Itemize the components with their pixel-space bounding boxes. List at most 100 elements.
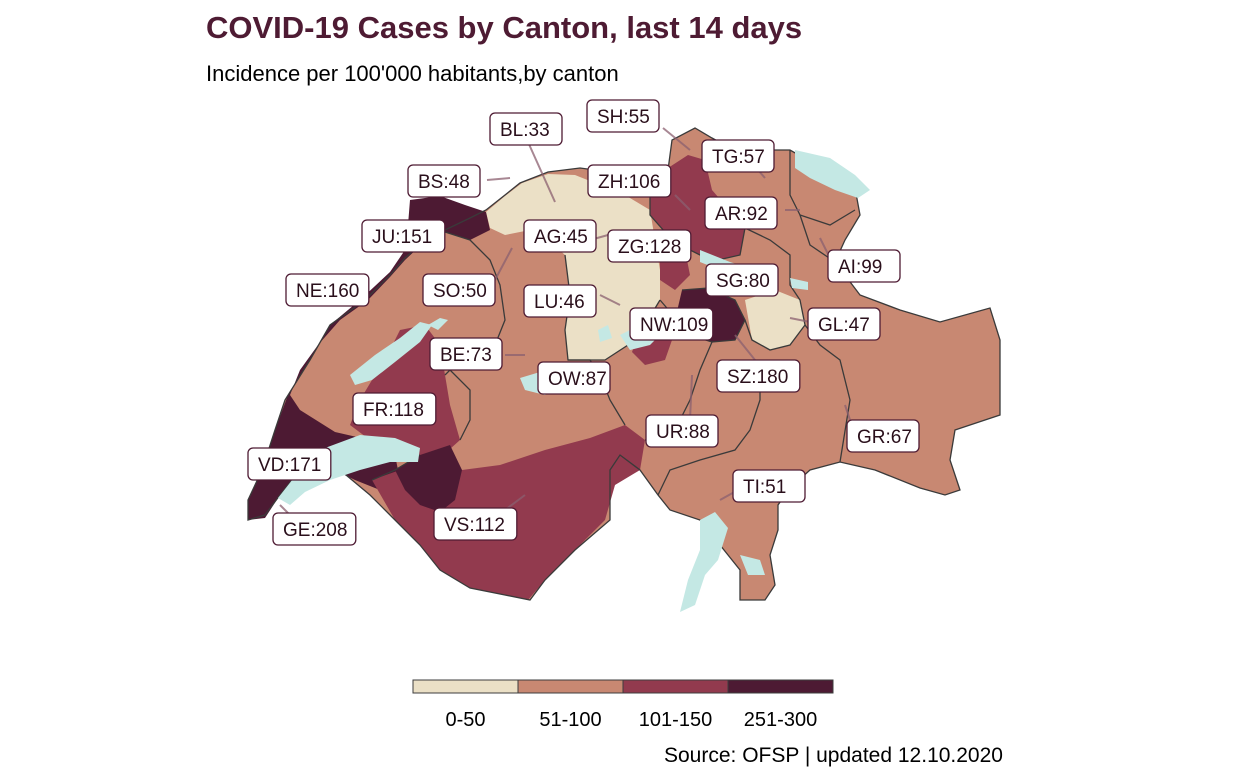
canton-label-ju: JU:151 bbox=[361, 219, 446, 253]
canton-label-box bbox=[607, 229, 692, 263]
canton-label-box bbox=[827, 249, 901, 283]
canton-label-text: AR:92 bbox=[715, 204, 768, 225]
canton-label-text: GE:208 bbox=[283, 520, 347, 541]
leader-sz bbox=[734, 334, 756, 361]
leader-gl bbox=[789, 317, 811, 323]
map-subtitle: Incidence per 100'000 habitants,by canto… bbox=[206, 61, 619, 86]
canton-label-box bbox=[537, 361, 611, 395]
canton-label-box bbox=[586, 99, 660, 133]
canton-label-text: AG:45 bbox=[534, 227, 588, 248]
canton-label-ai: AI:99 bbox=[827, 249, 901, 283]
canton-label-box bbox=[433, 507, 518, 541]
canton-label-ar: AR:92 bbox=[704, 196, 778, 230]
canton-label-bl: BL:33 bbox=[489, 112, 563, 146]
map-title: COVID-19 Cases by Canton, last 14 days bbox=[206, 10, 803, 45]
leader-ur bbox=[689, 374, 693, 421]
canton-label-zg: ZG:128 bbox=[607, 229, 692, 263]
lakes bbox=[278, 150, 870, 612]
lake-walen bbox=[790, 278, 808, 290]
leader-gr bbox=[844, 404, 851, 421]
canton-label-lu: LU:46 bbox=[523, 284, 597, 318]
canton-label-nw: NW:109 bbox=[629, 307, 714, 341]
canton-label-box bbox=[523, 219, 597, 253]
leader-lu bbox=[599, 294, 621, 306]
canton-regions bbox=[248, 128, 1000, 600]
canton-label-text: OW:87 bbox=[548, 369, 607, 390]
canton-label-text: NE:160 bbox=[296, 281, 359, 302]
canton-label-box bbox=[272, 512, 357, 546]
lake-geneva bbox=[278, 435, 420, 505]
canton-label-ti: TI:51 bbox=[732, 469, 806, 503]
canton-labels: BL:33 SH:55 TG:57 BS:48 ZH:106 AR:92 JU:151 AG:… bbox=[247, 99, 920, 546]
legend-label-0: 0-50 bbox=[445, 709, 485, 731]
canton-label-text: BS:48 bbox=[418, 172, 470, 193]
canton-label-text: JU:151 bbox=[372, 227, 432, 248]
canton-label-text: FR:118 bbox=[363, 400, 424, 421]
canton-label-sh: SH:55 bbox=[586, 99, 660, 133]
canton-label-gl: GL:47 bbox=[807, 307, 881, 341]
canton-label-so: SO:50 bbox=[422, 273, 496, 307]
inner-border-10 bbox=[449, 369, 471, 441]
legend-label-3: 251-300 bbox=[744, 709, 817, 731]
canton-label-text: SG:80 bbox=[716, 271, 770, 292]
map-legend: 0-50 51-100 101-150 251-300 bbox=[412, 679, 834, 731]
inner-border-4 bbox=[744, 227, 806, 351]
canton-label-zh: ZH:106 bbox=[587, 164, 672, 198]
canton-label-box bbox=[701, 139, 775, 173]
leader-sh bbox=[662, 127, 691, 151]
canton-label-box bbox=[716, 359, 801, 393]
leader-so bbox=[494, 247, 513, 281]
canton-label-text: LU:46 bbox=[534, 292, 585, 313]
canton-label-text: SO:50 bbox=[433, 281, 487, 302]
lake-lugano bbox=[740, 555, 765, 575]
canton-label-sg: SG:80 bbox=[705, 263, 779, 297]
canton-label-text: UR:88 bbox=[656, 422, 710, 443]
region-west-dark bbox=[248, 196, 490, 520]
lake-neuchatel bbox=[350, 322, 432, 385]
canton-label-box bbox=[429, 337, 503, 371]
canton-label-text: ZG:128 bbox=[618, 237, 681, 258]
canton-label-box bbox=[645, 414, 719, 448]
canton-label-text: SZ:180 bbox=[727, 367, 788, 388]
canton-label-text: ZH:106 bbox=[598, 172, 660, 193]
canton-label-box bbox=[629, 307, 714, 341]
legend-swatch-0 bbox=[412, 679, 519, 694]
canton-label-box bbox=[407, 164, 481, 198]
canton-label-be: BE:73 bbox=[429, 337, 503, 371]
canton-label-ow: OW:87 bbox=[537, 361, 611, 395]
legend-label-1: 51-100 bbox=[539, 709, 601, 731]
canton-label-sz: SZ:180 bbox=[716, 359, 801, 393]
canton-label-box bbox=[489, 112, 563, 146]
source-note: Source: OFSP | updated 12.10.2020 bbox=[664, 744, 1003, 767]
canton-label-box bbox=[732, 469, 806, 503]
legend-swatch-3 bbox=[727, 679, 834, 694]
canton-label-text: SH:55 bbox=[597, 107, 650, 128]
canton-label-text: NW:109 bbox=[640, 315, 708, 336]
canton-label-text: VD:171 bbox=[258, 455, 321, 476]
legend-swatch-1 bbox=[517, 679, 624, 694]
canton-label-box bbox=[523, 284, 597, 318]
canton-label-text: GL:47 bbox=[818, 315, 870, 336]
canton-label-box bbox=[361, 219, 446, 253]
lake-constance bbox=[795, 150, 870, 198]
canton-label-vd: VD:171 bbox=[247, 447, 332, 481]
legend-label-2: 101-150 bbox=[639, 709, 712, 731]
canton-label-box bbox=[247, 447, 332, 481]
canton-label-ag: AG:45 bbox=[523, 219, 597, 253]
leader-zh bbox=[674, 194, 691, 211]
canton-label-text: BE:73 bbox=[440, 345, 492, 366]
canton-label-ne: NE:160 bbox=[285, 273, 370, 307]
region-gl bbox=[745, 290, 805, 350]
canton-label-box bbox=[587, 164, 672, 198]
canton-label-text: AI:99 bbox=[838, 257, 882, 278]
leader-bl bbox=[527, 141, 556, 203]
outline-border bbox=[247, 127, 1001, 601]
canton-label-ge: GE:208 bbox=[272, 512, 357, 546]
canton-label-box bbox=[704, 196, 778, 230]
inner-border-13 bbox=[799, 214, 836, 263]
canton-label-tg: TG:57 bbox=[701, 139, 775, 173]
canton-label-text: BL:33 bbox=[500, 120, 550, 141]
inner-border-6 bbox=[657, 360, 761, 496]
canton-label-text: TI:51 bbox=[743, 477, 786, 498]
